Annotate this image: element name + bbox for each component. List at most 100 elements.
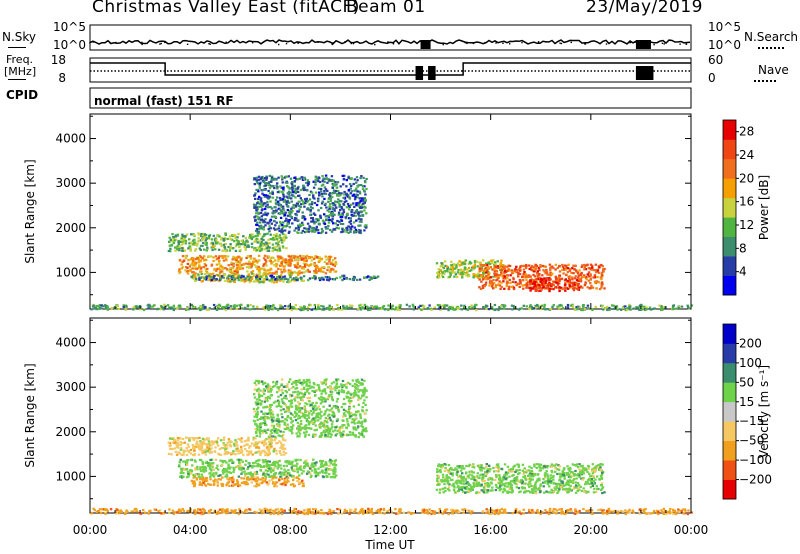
data-cell <box>278 224 281 228</box>
data-cell <box>240 303 243 306</box>
data-cell <box>317 199 320 202</box>
data-cell <box>264 233 267 236</box>
data-cell <box>335 380 338 383</box>
data-cell <box>572 287 575 290</box>
data-cell <box>256 429 259 432</box>
data-cell <box>567 275 570 278</box>
data-cell <box>340 219 344 222</box>
data-cell <box>151 305 155 308</box>
data-cell <box>250 272 254 275</box>
data-cell <box>257 254 261 257</box>
data-cell <box>315 389 319 392</box>
data-cell <box>230 275 233 278</box>
data-cell <box>252 272 255 276</box>
data-cell <box>199 468 202 471</box>
data-cell <box>508 285 511 288</box>
data-cell <box>355 208 359 212</box>
data-cell <box>599 276 603 279</box>
data-cell <box>530 269 533 272</box>
data-cell <box>328 464 331 467</box>
data-cell <box>309 304 312 307</box>
data-cell <box>259 218 263 221</box>
nsearch-dot <box>387 41 389 43</box>
data-cell <box>645 308 648 311</box>
data-cell <box>278 389 281 392</box>
y-tick-label: 1000 <box>55 265 86 279</box>
data-cell <box>325 467 328 470</box>
data-cell <box>247 244 250 247</box>
data-cell <box>449 272 452 275</box>
cpid-value: normal (fast) 151 RF <box>94 94 234 108</box>
data-cell <box>239 439 242 442</box>
data-cell <box>320 257 324 260</box>
data-cell <box>447 270 450 273</box>
data-cell <box>267 255 271 258</box>
data-cell <box>296 421 299 424</box>
data-cell <box>595 287 598 290</box>
data-cell <box>186 449 190 452</box>
data-cell <box>174 235 178 238</box>
data-cell <box>199 478 202 481</box>
data-cell <box>184 269 187 272</box>
data-cell <box>309 472 312 475</box>
data-cell <box>244 248 247 251</box>
data-cell <box>293 380 297 383</box>
data-cell <box>347 188 351 192</box>
data-cell <box>245 262 248 265</box>
data-cell <box>499 268 502 272</box>
data-cell <box>225 477 229 480</box>
data-cell <box>276 460 279 463</box>
data-cell <box>195 443 198 446</box>
data-cell <box>308 208 311 211</box>
data-cell <box>189 458 193 462</box>
data-cell <box>505 270 508 273</box>
data-cell <box>280 383 283 386</box>
data-cell <box>295 190 298 193</box>
data-cell <box>266 269 269 272</box>
data-cell <box>180 267 184 270</box>
data-cell <box>595 271 598 274</box>
data-cell <box>262 219 266 222</box>
data-cell <box>439 268 442 272</box>
data-cell <box>237 475 241 478</box>
data-cell <box>566 267 570 270</box>
data-cell <box>231 238 234 241</box>
data-cell <box>208 465 212 468</box>
data-cell <box>276 196 279 199</box>
data-cell <box>289 393 292 397</box>
data-cell <box>499 262 503 265</box>
data-cell <box>312 257 316 261</box>
data-cell <box>235 441 238 444</box>
data-cell <box>213 244 217 248</box>
data-cell <box>275 391 279 394</box>
data-cell <box>419 304 422 307</box>
data-cell <box>547 273 551 276</box>
data-cell <box>295 464 298 467</box>
data-cell <box>270 176 274 179</box>
data-cell <box>232 452 235 455</box>
data-cell <box>200 473 203 476</box>
data-cell <box>282 471 285 474</box>
data-cell <box>352 214 355 217</box>
data-cell <box>578 305 581 309</box>
data-cell <box>351 304 354 307</box>
data-cell <box>337 389 341 392</box>
data-cell <box>228 443 232 446</box>
data-cell <box>283 427 287 430</box>
data-cell <box>325 425 328 428</box>
nsearch-dot <box>317 41 319 43</box>
data-cell <box>223 470 226 473</box>
data-cell <box>472 275 475 278</box>
data-cell <box>270 276 273 279</box>
data-cell <box>461 276 464 279</box>
data-cell <box>292 479 295 482</box>
data-cell <box>493 303 497 307</box>
data-cell <box>577 272 580 275</box>
data-cell <box>498 274 501 277</box>
data-cell <box>283 278 286 281</box>
data-cell <box>302 386 306 389</box>
data-cell <box>359 231 362 235</box>
data-cell <box>257 211 260 214</box>
data-cell <box>280 231 283 234</box>
data-cell <box>335 425 339 428</box>
